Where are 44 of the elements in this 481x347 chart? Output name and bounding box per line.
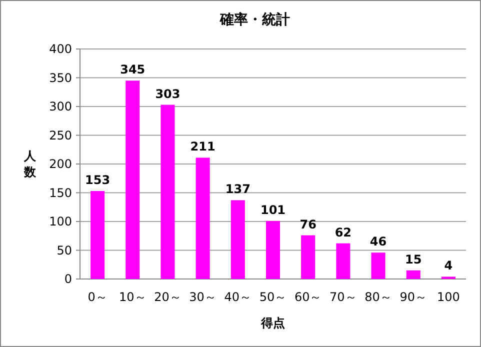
data-label: 211 xyxy=(190,140,216,154)
data-label: 15 xyxy=(405,252,422,266)
bar xyxy=(90,191,105,279)
x-tick-label: 70～ xyxy=(330,290,357,304)
bar xyxy=(406,270,420,279)
bar xyxy=(126,80,140,279)
data-label: 4 xyxy=(444,258,453,273)
bar xyxy=(336,243,350,279)
data-label: 101 xyxy=(260,202,286,217)
y-tick-label: 50 xyxy=(56,243,72,258)
x-tick-label: 20～ xyxy=(154,290,182,304)
bar xyxy=(160,104,175,279)
bar xyxy=(230,200,245,279)
bar xyxy=(266,220,280,279)
bar xyxy=(371,252,386,279)
data-label: 153 xyxy=(85,173,110,188)
y-tick-label: 400 xyxy=(49,42,72,56)
data-label: 345 xyxy=(120,62,146,77)
x-tick-label: 0～ xyxy=(88,290,108,304)
x-axis-title: 得点 xyxy=(260,316,285,330)
x-tick-label: 90～ xyxy=(400,290,428,304)
y-tick-label: 350 xyxy=(49,70,72,85)
data-label: 46 xyxy=(370,234,387,249)
data-label: 62 xyxy=(334,225,352,240)
bar xyxy=(301,235,316,279)
data-label: 303 xyxy=(155,86,180,101)
x-tick-label: 100 xyxy=(437,290,460,304)
x-tick-label: 80～ xyxy=(364,290,392,304)
bar xyxy=(196,158,210,279)
y-tick-label: 300 xyxy=(49,100,72,114)
y-tick-label: 0 xyxy=(64,272,72,286)
y-axis-title: 人数 xyxy=(23,149,37,179)
data-label: 76 xyxy=(300,217,316,232)
chart-title: 確率・統計 xyxy=(219,11,290,28)
y-tick-label: 250 xyxy=(49,128,72,142)
x-tick-label: 10～ xyxy=(118,290,146,304)
x-tick-label: 60～ xyxy=(294,290,322,304)
y-tick-label: 100 xyxy=(49,214,72,228)
y-tick-label: 150 xyxy=(49,186,72,200)
data-label: 137 xyxy=(225,182,250,196)
x-tick-label: 30～ xyxy=(189,290,216,304)
y-tick-label: 200 xyxy=(49,157,72,171)
x-tick-label: 40～ xyxy=(224,290,252,304)
x-tick-label: 50～ xyxy=(259,290,287,304)
